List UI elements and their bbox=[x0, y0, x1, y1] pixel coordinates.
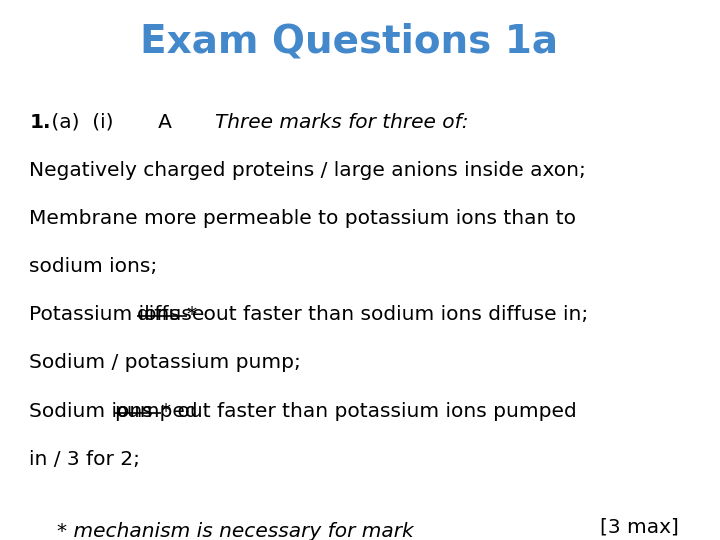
Text: * out faster than potassium ions pumped: * out faster than potassium ions pumped bbox=[161, 402, 577, 421]
Text: Sodium / potassium pump;: Sodium / potassium pump; bbox=[30, 354, 301, 373]
Text: Exam Questions 1a: Exam Questions 1a bbox=[140, 23, 559, 61]
Text: Membrane more permeable to potassium ions than to: Membrane more permeable to potassium ion… bbox=[30, 209, 576, 228]
Text: diffuse: diffuse bbox=[137, 305, 205, 325]
Text: sodium ions;: sodium ions; bbox=[30, 257, 158, 276]
Text: * out faster than sodium ions diffuse in;: * out faster than sodium ions diffuse in… bbox=[187, 305, 588, 325]
Text: * mechanism is necessary for mark: * mechanism is necessary for mark bbox=[57, 522, 414, 540]
Text: in / 3 for 2;: in / 3 for 2; bbox=[30, 450, 140, 469]
Text: (a)  (i)       A: (a) (i) A bbox=[45, 113, 222, 132]
Text: Negatively charged proteins / large anions inside axon;: Negatively charged proteins / large anio… bbox=[30, 161, 586, 180]
Text: [3 max]: [3 max] bbox=[600, 517, 679, 536]
Text: 1.: 1. bbox=[30, 113, 50, 132]
Text: Sodium ions: Sodium ions bbox=[30, 402, 159, 421]
Text: Potassium ions: Potassium ions bbox=[30, 305, 186, 325]
Text: Three marks for three of:: Three marks for three of: bbox=[215, 113, 469, 132]
Text: pumped: pumped bbox=[114, 402, 198, 421]
